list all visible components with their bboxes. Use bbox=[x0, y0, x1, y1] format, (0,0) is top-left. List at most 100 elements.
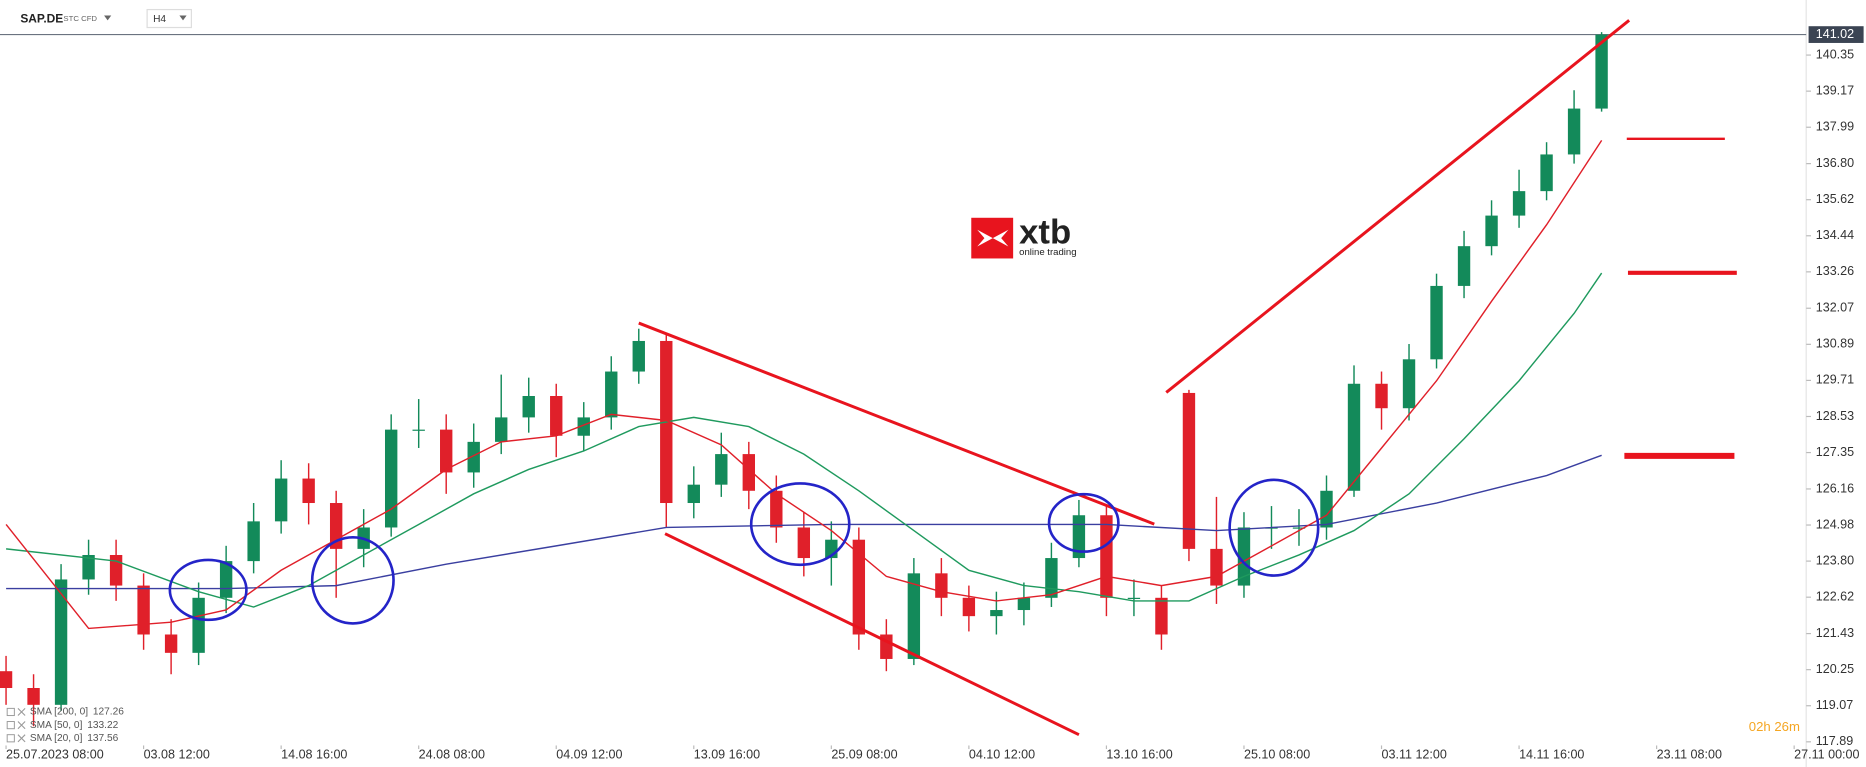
candle-body bbox=[1375, 383, 1388, 409]
legend-value: 137.56 bbox=[87, 733, 118, 744]
candle-body bbox=[1540, 154, 1553, 192]
trend-line bbox=[1165, 19, 1631, 394]
legend-name[interactable]: SMA [200, 0] bbox=[30, 707, 88, 718]
candle-body bbox=[1347, 383, 1361, 491]
candle-body bbox=[274, 478, 288, 522]
dropdown-arrow[interactable] bbox=[104, 15, 112, 21]
candle-body bbox=[1485, 215, 1498, 247]
y-tick-label: 133.26 bbox=[1816, 264, 1854, 278]
candle-body bbox=[1237, 527, 1251, 586]
candle-body bbox=[27, 688, 40, 705]
logo: xtb online trading bbox=[971, 214, 1077, 259]
candle-body bbox=[715, 454, 728, 485]
candle-body bbox=[797, 527, 811, 559]
candle-body bbox=[82, 554, 95, 580]
candle-body bbox=[192, 597, 205, 653]
candle-body bbox=[1402, 359, 1416, 409]
legend-icon bbox=[17, 734, 26, 743]
candle-body bbox=[1320, 490, 1333, 528]
highlight-circle bbox=[168, 558, 248, 622]
candle-body bbox=[1292, 527, 1306, 529]
ma-line bbox=[6, 272, 1603, 608]
x-tick-label: 13.10 16:00 bbox=[1106, 747, 1172, 761]
legend-value: 133.22 bbox=[87, 720, 118, 731]
candle-body bbox=[467, 441, 480, 473]
x-tick-label: 25.07.2023 08:00 bbox=[6, 747, 104, 761]
legend-name[interactable]: SMA [50, 0] bbox=[30, 720, 83, 731]
legend-icon bbox=[6, 734, 15, 743]
candle-body bbox=[1182, 392, 1196, 549]
y-tick-label: 130.89 bbox=[1816, 337, 1854, 351]
legend-icon bbox=[6, 721, 15, 730]
candle-body bbox=[1017, 597, 1031, 611]
candle-body bbox=[550, 395, 563, 436]
y-tick-label: 124.98 bbox=[1816, 517, 1854, 531]
candle-body bbox=[1457, 246, 1471, 286]
y-tick-label: 121.43 bbox=[1816, 626, 1854, 640]
y-tick-label: 127.35 bbox=[1816, 445, 1854, 459]
x-tick-label: 14.08 16:00 bbox=[281, 747, 347, 761]
last-price-box bbox=[1808, 26, 1864, 43]
y-tick-label: 117.89 bbox=[1816, 734, 1853, 748]
trend-line bbox=[638, 321, 1155, 526]
candle-body bbox=[990, 610, 1003, 617]
candle-body bbox=[1430, 285, 1443, 360]
x-tick-label: 13.09 16:00 bbox=[694, 747, 760, 761]
candle-body bbox=[632, 340, 645, 372]
candle-body bbox=[1072, 515, 1086, 559]
candle-body bbox=[440, 429, 453, 473]
candle-body bbox=[687, 484, 700, 504]
x-tick-label: 04.10 12:00 bbox=[969, 747, 1035, 761]
ma-line bbox=[6, 454, 1602, 590]
timeframe-box[interactable] bbox=[146, 8, 192, 29]
y-tick-label: 126.16 bbox=[1816, 481, 1854, 495]
candle-body bbox=[412, 429, 425, 431]
last-price-label: 141.02 bbox=[1816, 27, 1854, 41]
y-tick-label: 135.62 bbox=[1816, 192, 1854, 206]
x-tick-label: 23.11 08:00 bbox=[1657, 747, 1722, 761]
symbol[interactable]: SAP.DE bbox=[20, 11, 63, 25]
y-tick-label: 129.71 bbox=[1816, 373, 1854, 387]
candle-body bbox=[1127, 597, 1141, 599]
candle-timer: 02h 26m bbox=[1749, 719, 1800, 734]
y-tick-label: 137.99 bbox=[1816, 120, 1854, 134]
candle-body bbox=[605, 371, 618, 418]
candle-body bbox=[522, 395, 535, 418]
x-tick-label: 03.08 12:00 bbox=[144, 747, 210, 761]
candle-body bbox=[302, 478, 315, 504]
candle-body bbox=[907, 573, 921, 659]
y-tick-label: 136.80 bbox=[1816, 156, 1854, 170]
legend-icon bbox=[17, 721, 26, 730]
highlight-circle bbox=[1228, 478, 1320, 577]
candle-body bbox=[742, 454, 755, 491]
timeframe: H4 bbox=[153, 14, 166, 25]
candle-body bbox=[1100, 515, 1113, 598]
legend-name[interactable]: SMA [20, 0] bbox=[30, 733, 83, 744]
candle-body bbox=[962, 597, 976, 617]
y-tick-label: 119.07 bbox=[1816, 698, 1853, 712]
candle-body bbox=[495, 417, 508, 442]
legend-icon bbox=[17, 707, 26, 716]
candle-body bbox=[1045, 558, 1058, 598]
candle-body bbox=[1155, 597, 1168, 635]
candle-body bbox=[577, 417, 590, 436]
drawings bbox=[168, 19, 1737, 737]
highlight-circle bbox=[1047, 492, 1120, 553]
candle-body bbox=[0, 671, 13, 689]
dropdown-arrow[interactable] bbox=[179, 15, 187, 21]
candle-body bbox=[54, 579, 68, 705]
candle-body bbox=[852, 539, 866, 635]
logo-tagline: online trading bbox=[1019, 247, 1076, 258]
y-tick-label: 140.35 bbox=[1816, 47, 1854, 61]
candle-body bbox=[247, 521, 260, 562]
candle-body bbox=[384, 429, 398, 528]
candle-body bbox=[935, 573, 948, 598]
candle-body bbox=[1210, 548, 1223, 586]
highlight-circle bbox=[749, 482, 851, 567]
candle-body bbox=[1512, 191, 1526, 216]
y-tick-label: 120.25 bbox=[1816, 662, 1854, 676]
